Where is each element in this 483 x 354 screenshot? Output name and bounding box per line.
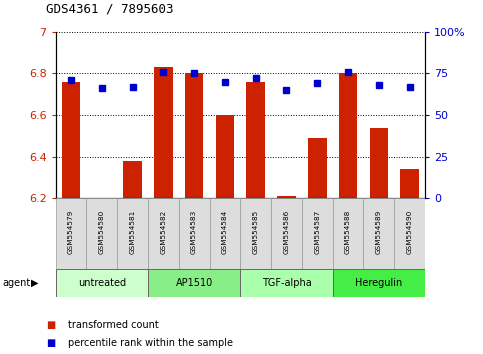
- Text: GSM554587: GSM554587: [314, 210, 320, 254]
- Bar: [364, 198, 394, 269]
- Bar: [302, 198, 333, 269]
- Bar: [271, 198, 302, 269]
- Bar: [240, 198, 271, 269]
- Text: GSM554583: GSM554583: [191, 210, 197, 254]
- Text: GSM554585: GSM554585: [253, 210, 259, 254]
- Bar: [185, 74, 203, 198]
- Bar: [333, 269, 425, 297]
- Bar: [154, 67, 172, 198]
- Text: GSM554584: GSM554584: [222, 210, 228, 254]
- Text: GSM554582: GSM554582: [160, 210, 166, 254]
- Text: ■: ■: [46, 338, 55, 348]
- Bar: [56, 269, 148, 297]
- Bar: [277, 196, 296, 198]
- Text: ■: ■: [46, 320, 55, 330]
- Text: AP1510: AP1510: [175, 278, 213, 288]
- Text: GSM554586: GSM554586: [284, 210, 289, 254]
- Text: ▶: ▶: [31, 278, 39, 288]
- Text: Heregulin: Heregulin: [355, 278, 402, 288]
- Bar: [210, 198, 240, 269]
- Text: GSM554588: GSM554588: [345, 210, 351, 254]
- Bar: [308, 138, 327, 198]
- Bar: [148, 198, 179, 269]
- Text: GSM554589: GSM554589: [376, 210, 382, 254]
- Bar: [400, 169, 419, 198]
- Bar: [394, 198, 425, 269]
- Bar: [339, 74, 357, 198]
- Bar: [369, 127, 388, 198]
- Bar: [246, 82, 265, 198]
- Text: GSM554579: GSM554579: [68, 210, 74, 254]
- Bar: [148, 269, 241, 297]
- Bar: [333, 198, 364, 269]
- Text: GSM554590: GSM554590: [407, 210, 412, 254]
- Text: percentile rank within the sample: percentile rank within the sample: [68, 338, 233, 348]
- Bar: [117, 198, 148, 269]
- Text: GSM554581: GSM554581: [129, 210, 136, 254]
- Bar: [240, 269, 333, 297]
- Text: agent: agent: [2, 278, 30, 288]
- Text: GSM554580: GSM554580: [99, 210, 105, 254]
- Bar: [215, 115, 234, 198]
- Bar: [179, 198, 210, 269]
- Text: GDS4361 / 7895603: GDS4361 / 7895603: [46, 3, 173, 16]
- Text: TGF-alpha: TGF-alpha: [262, 278, 312, 288]
- Bar: [86, 198, 117, 269]
- Text: transformed count: transformed count: [68, 320, 158, 330]
- Bar: [123, 161, 142, 198]
- Bar: [56, 198, 86, 269]
- Text: untreated: untreated: [78, 278, 126, 288]
- Bar: [62, 82, 80, 198]
